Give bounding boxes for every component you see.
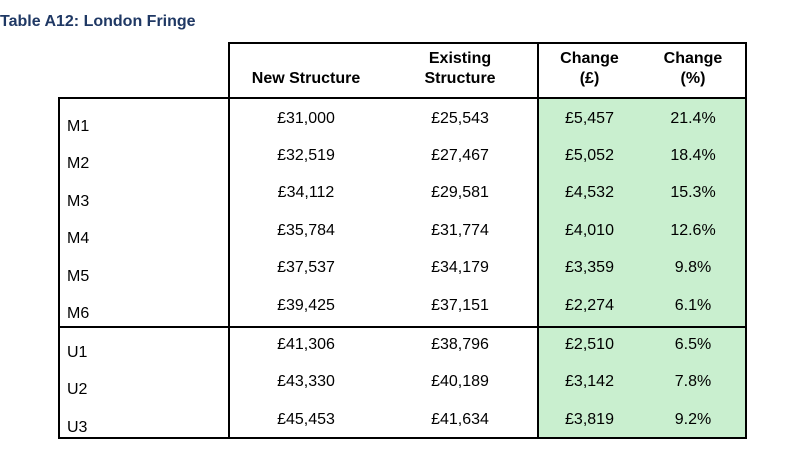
cell-new: £45,453	[277, 411, 335, 428]
border-group-separator	[58, 326, 746, 328]
header-change-gbp: Change (£)	[538, 49, 641, 89]
border-change-left	[537, 42, 539, 439]
cell-existing: £38,796	[431, 336, 489, 353]
cell-change-gbp: £4,532	[565, 184, 614, 201]
header-change-pct-line1: Change	[663, 50, 723, 67]
row-label: M3	[67, 193, 90, 210]
border-table-bottom	[58, 437, 746, 439]
header-existing-line2: Structure	[424, 70, 496, 87]
cell-existing: £37,151	[431, 297, 489, 314]
border-header-bottom	[58, 97, 746, 99]
header-change-pct-line2: (%)	[680, 70, 706, 87]
cell-change-pct: 12.6%	[670, 222, 716, 239]
row-label: U1	[67, 344, 88, 361]
cell-change-pct: 9.8%	[674, 259, 712, 276]
cell-existing: £27,467	[431, 147, 489, 164]
border-label-column	[228, 42, 230, 439]
header-new-structure-text: New Structure	[251, 70, 361, 87]
row-label: M6	[67, 305, 90, 322]
cell-new: £37,537	[277, 259, 335, 276]
cell-new: £32,519	[277, 147, 335, 164]
row-label: M1	[67, 118, 90, 135]
border-left	[58, 97, 60, 439]
row-label: U3	[67, 419, 88, 436]
cell-new: £41,306	[277, 336, 335, 353]
cell-change-pct: 7.8%	[674, 373, 712, 390]
cell-change-gbp: £5,052	[565, 147, 614, 164]
cell-existing: £25,543	[431, 110, 489, 127]
change-columns-highlight	[538, 98, 745, 438]
cell-change-gbp: £2,274	[565, 297, 614, 314]
header-new-structure: New Structure	[229, 69, 383, 89]
cell-existing: £41,634	[431, 411, 489, 428]
cell-new: £31,000	[277, 110, 335, 127]
cell-change-pct: 6.1%	[674, 297, 712, 314]
table-title: Table A12: London Fringe	[0, 13, 196, 30]
header-change-gbp-line2: (£)	[579, 70, 600, 87]
header-change-pct: Change (%)	[641, 49, 745, 89]
row-label: U2	[67, 381, 88, 398]
border-right	[745, 42, 747, 439]
cell-new: £43,330	[277, 373, 335, 390]
cell-new: £35,784	[277, 222, 335, 239]
cell-existing: £40,189	[431, 373, 489, 390]
border-header-top	[229, 42, 746, 44]
cell-change-pct: 21.4%	[670, 110, 716, 127]
cell-change-gbp: £3,819	[565, 411, 614, 428]
cell-change-pct: 18.4%	[670, 147, 716, 164]
header-change-gbp-line1: Change	[560, 50, 619, 67]
cell-existing: £29,581	[431, 184, 489, 201]
cell-new: £39,425	[277, 297, 335, 314]
cell-new: £34,112	[277, 184, 335, 201]
row-label: M5	[67, 268, 90, 285]
header-existing-line1: Existing	[428, 50, 492, 67]
cell-change-gbp: £4,010	[565, 222, 614, 239]
cell-change-pct: 9.2%	[674, 411, 712, 428]
cell-change-gbp: £5,457	[565, 110, 614, 127]
cell-existing: £34,179	[431, 259, 489, 276]
cell-change-gbp: £2,510	[565, 336, 614, 353]
row-label: M4	[67, 230, 90, 247]
cell-existing: £31,774	[431, 222, 489, 239]
cell-change-gbp: £3,142	[565, 373, 614, 390]
cell-change-pct: 15.3%	[670, 184, 716, 201]
row-label: M2	[67, 155, 90, 172]
cell-change-gbp: £3,359	[565, 259, 614, 276]
header-existing-structure: Existing Structure	[383, 49, 537, 89]
cell-change-pct: 6.5%	[674, 336, 712, 353]
